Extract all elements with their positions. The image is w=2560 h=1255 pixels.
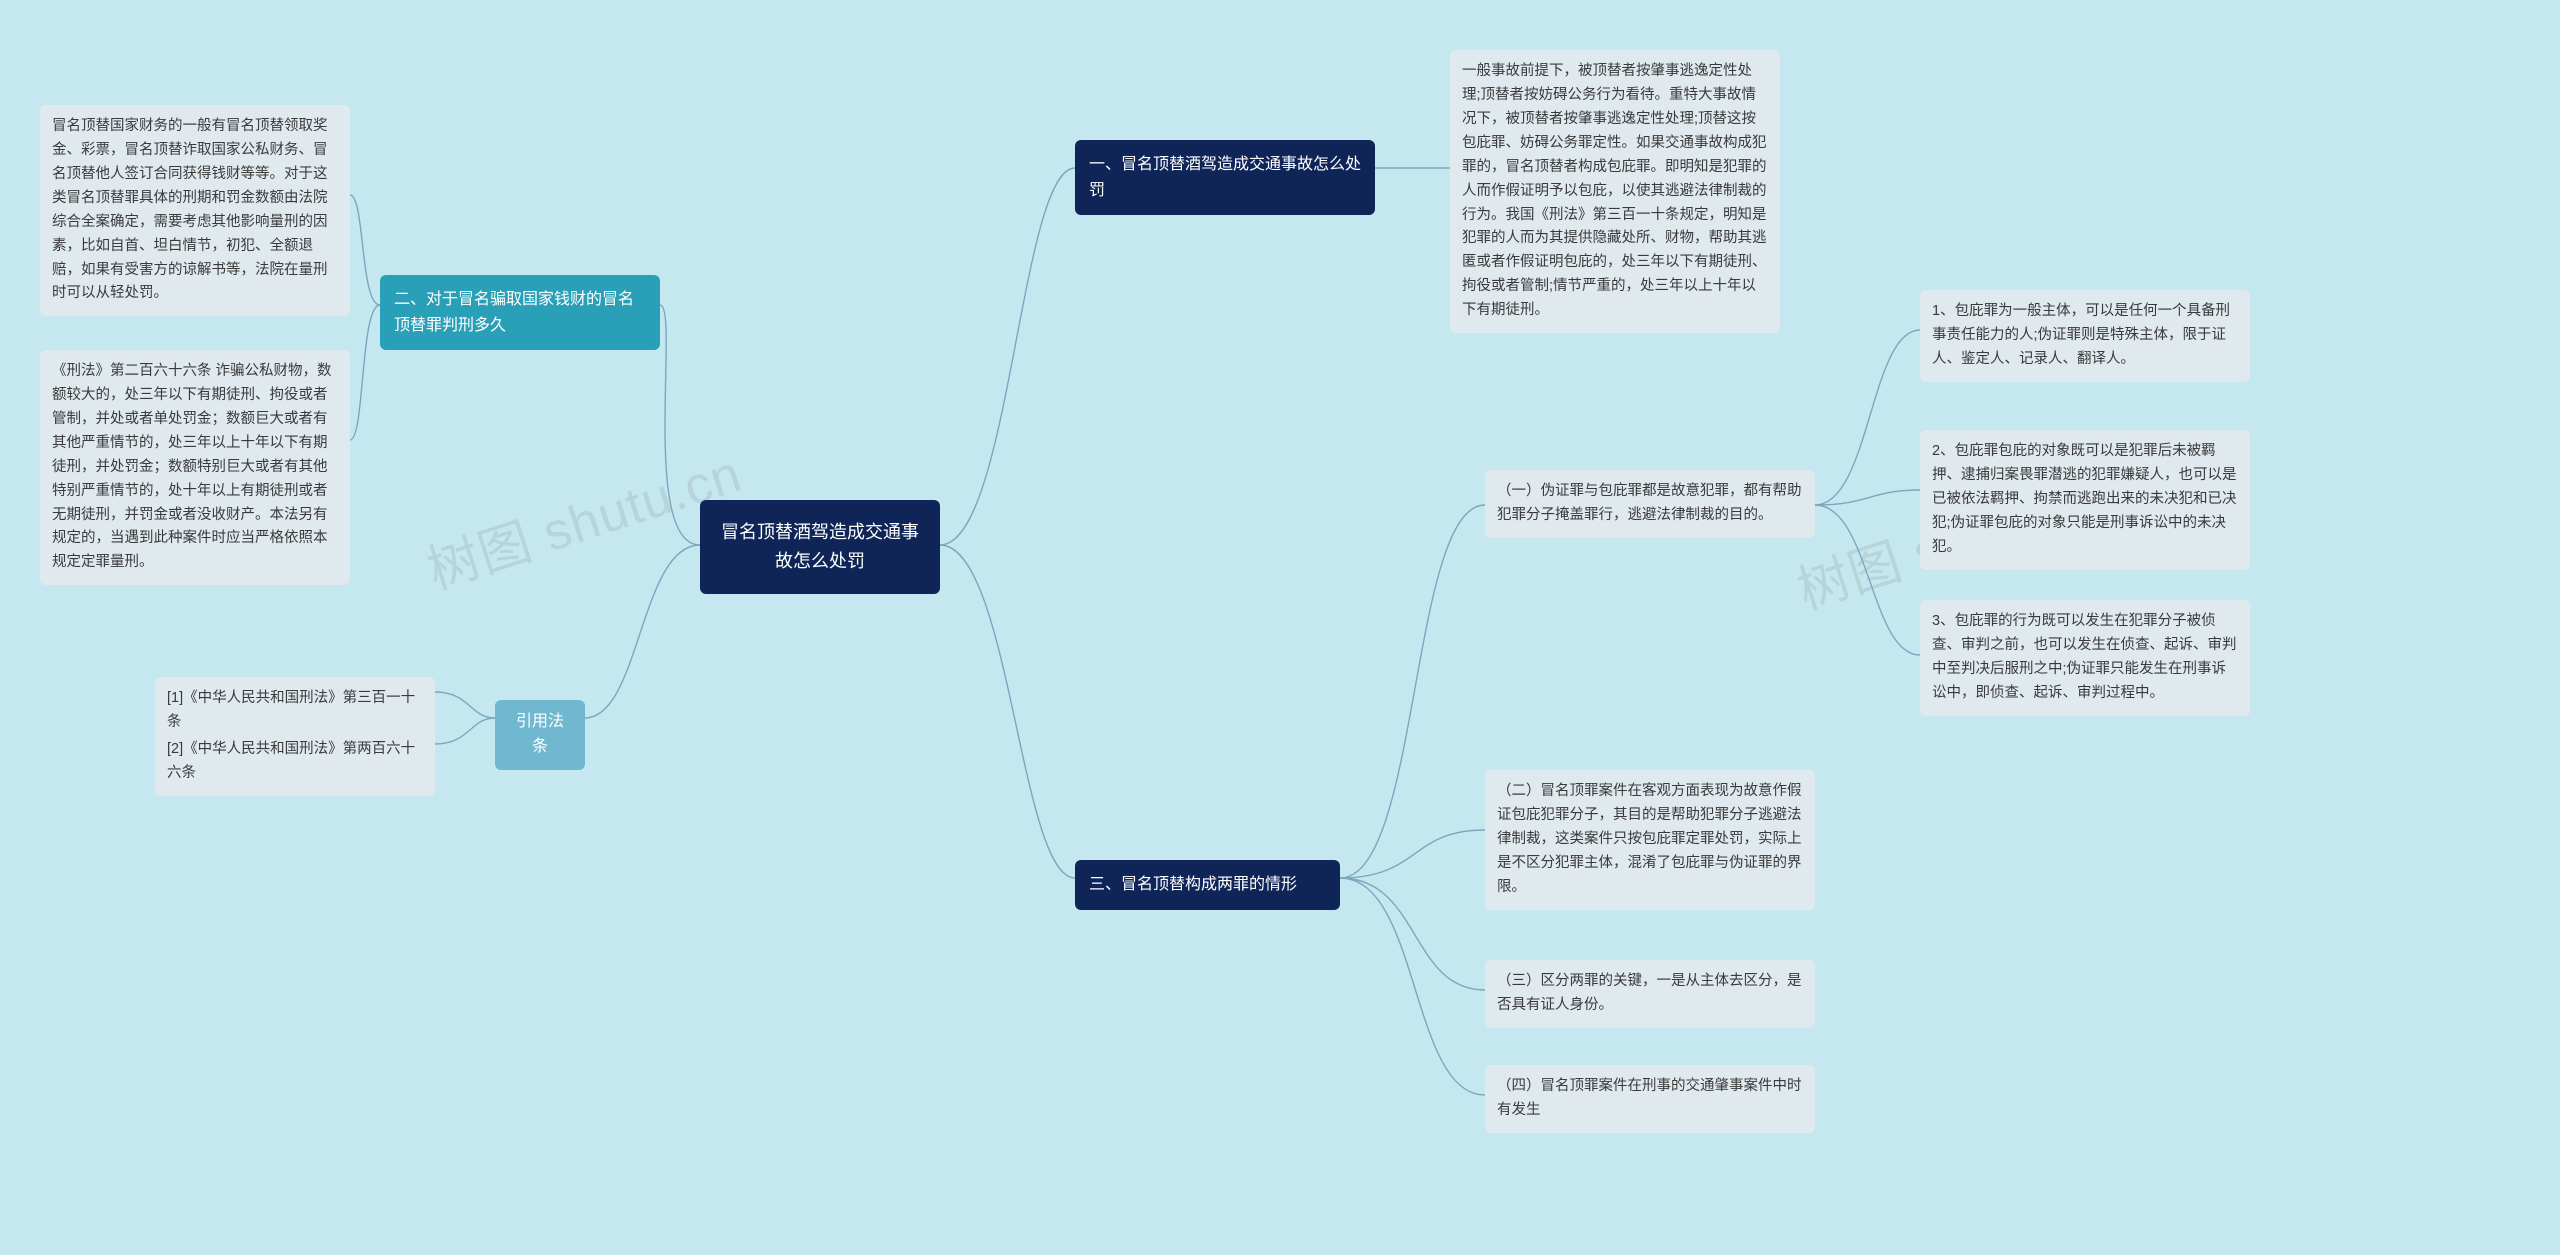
section-2-leaf1: 冒名顶替国家财务的一般有冒名顶替领取奖金、彩票，冒名顶替诈取国家公私财务、冒名顶… xyxy=(40,105,350,316)
section-3-sub1-l1: 1、包庇罪为一般主体，可以是任何一个具备刑事责任能力的人;伪证罪则是特殊主体，限… xyxy=(1920,290,2250,382)
section-1-leaf-text: 一般事故前提下，被顶替者按肇事逃逸定性处理;顶替者按妨碍公务行为看待。重特大事故… xyxy=(1462,63,1767,318)
section-2-leaf1-text: 冒名顶替国家财务的一般有冒名顶替领取奖金、彩票，冒名顶替诈取国家公私财务、冒名顶… xyxy=(52,118,328,301)
section-2-title: 二、对于冒名骗取国家钱财的冒名顶替罪判刑多久 xyxy=(394,291,634,334)
section-3-sub1: （一）伪证罪与包庇罪都是故意犯罪，都有帮助犯罪分子掩盖罪行，逃避法律制裁的目的。 xyxy=(1485,470,1815,538)
section-3-sub3: （三）区分两罪的关键，一是从主体去区分，是否具有证人身份。 xyxy=(1485,960,1815,1028)
section-3-sub1-l2: 2、包庇罪包庇的对象既可以是犯罪后未被羁押、逮捕归案畏罪潜逃的犯罪嫌疑人，也可以… xyxy=(1920,430,2250,570)
citation-title: 引用法条 xyxy=(516,713,564,755)
citation-l2: [2]《中华人民共和国刑法》第两百六十六条 xyxy=(155,728,435,796)
section-3: 三、冒名顶替构成两罪的情形 xyxy=(1075,860,1340,910)
section-3-sub1-l2-text: 2、包庇罪包庇的对象既可以是犯罪后未被羁押、逮捕归案畏罪潜逃的犯罪嫌疑人，也可以… xyxy=(1932,443,2237,555)
section-2-leaf2-text: 《刑法》第二百六十六条 诈骗公私财物，数额较大的，处三年以下有期徒刑、拘役或者管… xyxy=(52,363,332,570)
section-3-sub1-l3: 3、包庇罪的行为既可以发生在犯罪分子被侦查、审判之前，也可以发生在侦查、起诉、审… xyxy=(1920,600,2250,716)
root-node: 冒名顶替酒驾造成交通事故怎么处罚 xyxy=(700,500,940,594)
section-3-sub2-text: （二）冒名顶罪案件在客观方面表现为故意作假证包庇犯罪分子，其目的是帮助犯罪分子逃… xyxy=(1497,783,1802,895)
section-1-title: 一、冒名顶替酒驾造成交通事故怎么处罚 xyxy=(1089,156,1361,199)
section-3-title: 三、冒名顶替构成两罪的情形 xyxy=(1089,876,1297,893)
section-3-sub4-text: （四）冒名顶罪案件在刑事的交通肇事案件中时有发生 xyxy=(1497,1078,1802,1118)
section-3-sub1-l1-text: 1、包庇罪为一般主体，可以是任何一个具备刑事责任能力的人;伪证罪则是特殊主体，限… xyxy=(1932,303,2230,367)
section-3-sub1-l3-text: 3、包庇罪的行为既可以发生在犯罪分子被侦查、审判之前，也可以发生在侦查、起诉、审… xyxy=(1932,613,2237,701)
section-2: 二、对于冒名骗取国家钱财的冒名顶替罪判刑多久 xyxy=(380,275,660,350)
citation-l1-text: [1]《中华人民共和国刑法》第三百一十条 xyxy=(167,690,415,730)
root-label: 冒名顶替酒驾造成交通事故怎么处罚 xyxy=(721,522,919,571)
section-3-sub1-text: （一）伪证罪与包庇罪都是故意犯罪，都有帮助犯罪分子掩盖罪行，逃避法律制裁的目的。 xyxy=(1497,483,1802,523)
section-1: 一、冒名顶替酒驾造成交通事故怎么处罚 xyxy=(1075,140,1375,215)
section-1-leaf: 一般事故前提下，被顶替者按肇事逃逸定性处理;顶替者按妨碍公务行为看待。重特大事故… xyxy=(1450,50,1780,333)
citation: 引用法条 xyxy=(495,700,585,770)
citation-l2-text: [2]《中华人民共和国刑法》第两百六十六条 xyxy=(167,741,415,781)
section-3-sub4: （四）冒名顶罪案件在刑事的交通肇事案件中时有发生 xyxy=(1485,1065,1815,1133)
section-3-sub3-text: （三）区分两罪的关键，一是从主体去区分，是否具有证人身份。 xyxy=(1497,973,1802,1013)
section-3-sub2: （二）冒名顶罪案件在客观方面表现为故意作假证包庇犯罪分子，其目的是帮助犯罪分子逃… xyxy=(1485,770,1815,910)
section-2-leaf2: 《刑法》第二百六十六条 诈骗公私财物，数额较大的，处三年以下有期徒刑、拘役或者管… xyxy=(40,350,350,585)
